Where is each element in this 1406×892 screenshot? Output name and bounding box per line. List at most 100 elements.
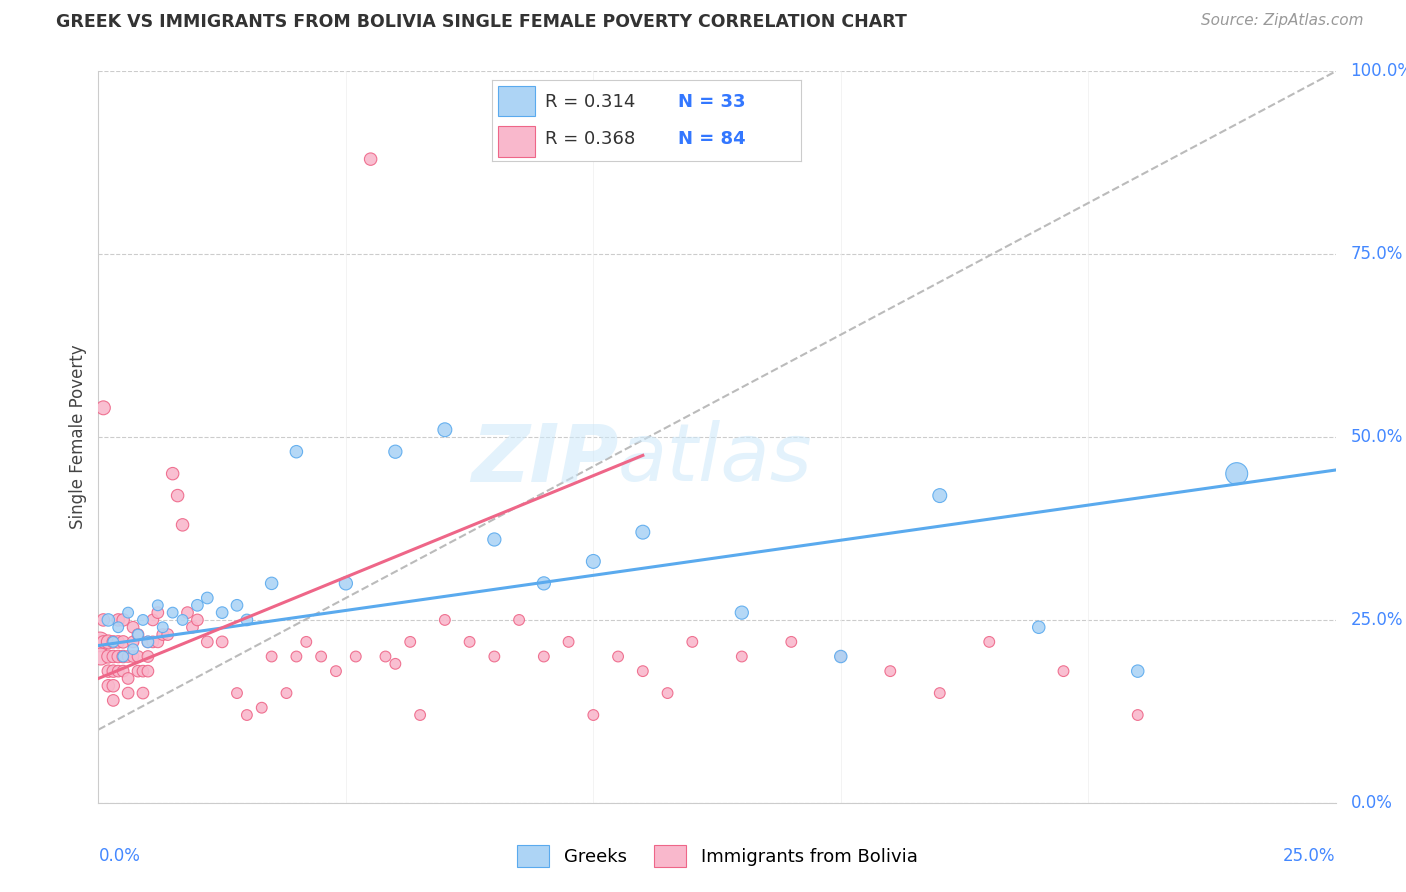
Point <box>103 635 125 649</box>
Point <box>103 649 125 664</box>
Point <box>195 635 218 649</box>
Point <box>657 686 679 700</box>
Point <box>344 649 367 664</box>
Point <box>132 613 155 627</box>
Point <box>384 444 406 458</box>
Point <box>1028 620 1050 634</box>
Point <box>162 606 184 620</box>
Point <box>107 613 129 627</box>
Point <box>335 576 357 591</box>
Y-axis label: Single Female Poverty: Single Female Poverty <box>69 345 87 529</box>
Point <box>928 489 950 503</box>
Text: R = 0.314: R = 0.314 <box>544 93 636 111</box>
Point <box>211 635 233 649</box>
Text: R = 0.368: R = 0.368 <box>544 130 636 148</box>
Point <box>136 635 159 649</box>
Text: atlas: atlas <box>619 420 813 498</box>
Point <box>731 606 754 620</box>
Point <box>152 627 174 641</box>
Point <box>276 686 298 700</box>
Text: 25.0%: 25.0% <box>1351 611 1403 629</box>
Point <box>236 613 259 627</box>
Point <box>156 627 179 641</box>
Point <box>112 649 135 664</box>
Point <box>127 664 149 678</box>
Point <box>1126 708 1149 723</box>
Point <box>112 635 135 649</box>
Point <box>1052 664 1074 678</box>
Point <box>117 606 139 620</box>
Point <box>107 649 129 664</box>
Point <box>226 599 249 613</box>
Point <box>186 599 208 613</box>
Point <box>112 664 135 678</box>
Point <box>97 664 120 678</box>
Point <box>136 649 159 664</box>
Point <box>285 649 308 664</box>
Point <box>97 635 120 649</box>
Point <box>631 525 654 540</box>
Point <box>186 613 208 627</box>
Point <box>117 686 139 700</box>
Point <box>979 635 1001 649</box>
Point <box>107 664 129 678</box>
Text: N = 84: N = 84 <box>678 130 745 148</box>
Point <box>533 649 555 664</box>
Point <box>285 444 308 458</box>
Point <box>122 635 145 649</box>
Point <box>93 401 115 415</box>
Point <box>117 672 139 686</box>
Point <box>236 708 259 723</box>
Point <box>97 679 120 693</box>
Point <box>142 613 165 627</box>
Point <box>181 620 204 634</box>
Point <box>112 613 135 627</box>
Point <box>484 533 506 547</box>
Point <box>731 649 754 664</box>
Point <box>325 664 347 678</box>
Point <box>103 635 125 649</box>
Text: 0.0%: 0.0% <box>98 847 141 864</box>
Point <box>195 591 218 605</box>
Text: 25.0%: 25.0% <box>1284 847 1336 864</box>
Point <box>533 576 555 591</box>
Point <box>458 635 481 649</box>
FancyBboxPatch shape <box>498 86 536 117</box>
Point <box>93 635 115 649</box>
Point <box>780 635 803 649</box>
Point <box>830 649 852 664</box>
Point <box>295 635 318 649</box>
Point <box>97 613 120 627</box>
Point <box>103 679 125 693</box>
Point <box>127 627 149 641</box>
Text: GREEK VS IMMIGRANTS FROM BOLIVIA SINGLE FEMALE POVERTY CORRELATION CHART: GREEK VS IMMIGRANTS FROM BOLIVIA SINGLE … <box>56 13 907 31</box>
Point <box>607 649 630 664</box>
Point <box>433 613 456 627</box>
Text: 100.0%: 100.0% <box>1351 62 1406 80</box>
Text: 75.0%: 75.0% <box>1351 245 1403 263</box>
Point <box>146 635 169 649</box>
Point <box>107 635 129 649</box>
Point <box>260 649 283 664</box>
Point <box>162 467 184 481</box>
Point <box>112 649 135 664</box>
Point <box>211 606 233 620</box>
Point <box>1226 467 1249 481</box>
Point <box>409 708 432 723</box>
Point <box>582 554 605 568</box>
Point <box>97 649 120 664</box>
Point <box>122 620 145 634</box>
Point <box>146 599 169 613</box>
Point <box>136 664 159 678</box>
Point <box>146 606 169 620</box>
Text: ZIP: ZIP <box>471 420 619 498</box>
Point <box>309 649 332 664</box>
Point <box>928 686 950 700</box>
Text: Source: ZipAtlas.com: Source: ZipAtlas.com <box>1201 13 1364 29</box>
Point <box>122 642 145 657</box>
Point <box>132 686 155 700</box>
Text: 50.0%: 50.0% <box>1351 428 1403 446</box>
Point <box>399 635 422 649</box>
Point <box>166 489 188 503</box>
Point <box>484 649 506 664</box>
